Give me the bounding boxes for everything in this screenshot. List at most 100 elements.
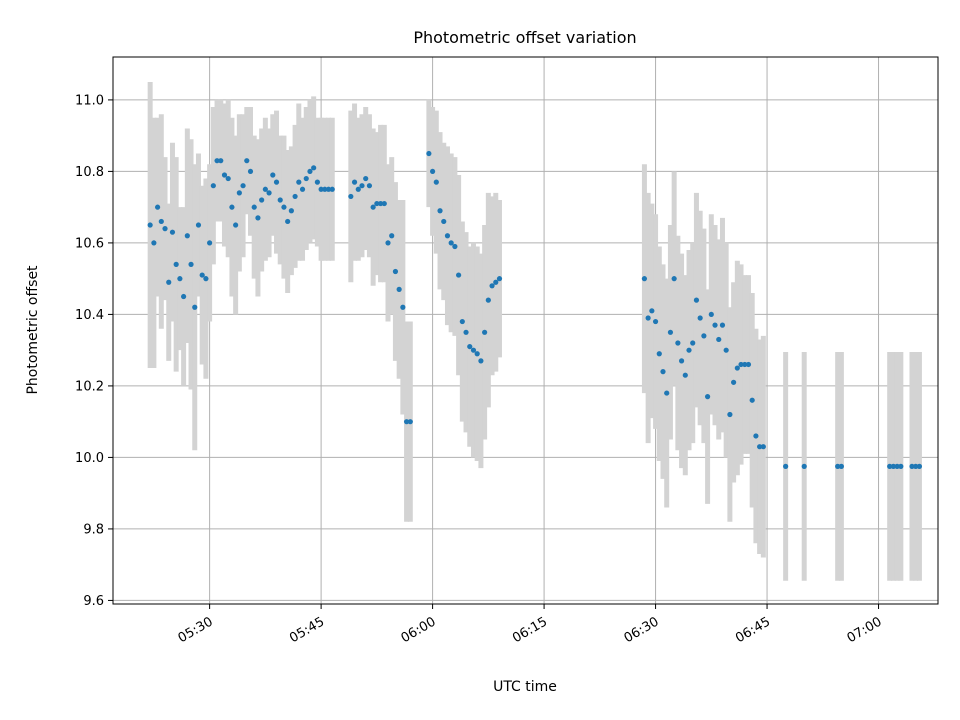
data-point <box>478 358 484 364</box>
data-point <box>693 297 700 303</box>
data-point <box>719 322 726 328</box>
data-point <box>649 308 655 314</box>
data-point <box>288 208 294 214</box>
data-point <box>753 433 759 439</box>
data-point <box>270 172 276 178</box>
y-axis: 9.6 9.8 10.0 10.2 10.4 10.6 10.8 11.0 <box>75 93 113 609</box>
data-point <box>887 463 893 469</box>
data-point <box>664 390 670 396</box>
data-point <box>229 204 235 210</box>
data-point <box>682 372 688 378</box>
y-tick-label: 10.8 <box>75 165 104 180</box>
data-point <box>909 463 915 469</box>
data-point <box>381 200 387 207</box>
data-point <box>370 204 376 210</box>
data-point <box>192 304 198 310</box>
data-point <box>482 329 488 335</box>
data-point <box>203 276 209 282</box>
data-point <box>467 343 473 350</box>
data-point <box>757 444 763 450</box>
data-point <box>195 222 202 228</box>
data-point <box>459 318 465 325</box>
data-point <box>154 204 161 210</box>
data-point <box>311 165 317 171</box>
data-point <box>444 233 451 239</box>
y-tick-label: 10.6 <box>75 236 104 251</box>
data-point <box>474 351 480 357</box>
data-point <box>225 175 231 182</box>
data-point <box>166 279 172 285</box>
data-point <box>470 347 477 353</box>
data-point <box>723 347 729 353</box>
data-point <box>734 365 740 371</box>
data-point <box>355 186 361 192</box>
data-point <box>456 272 462 278</box>
data-point <box>363 175 369 182</box>
data-point <box>359 183 365 189</box>
data-points <box>147 150 923 469</box>
data-point <box>296 179 302 185</box>
data-point <box>377 200 384 207</box>
data-point <box>745 361 752 368</box>
data-point <box>660 369 666 375</box>
data-point <box>251 204 257 210</box>
data-point <box>177 276 183 282</box>
data-point <box>645 315 651 321</box>
y-tick-label: 10.0 <box>75 451 104 466</box>
data-point <box>749 397 755 403</box>
data-point <box>366 183 373 189</box>
data-point <box>266 190 272 196</box>
data-point <box>675 340 681 346</box>
data-point <box>407 419 413 425</box>
data-point <box>783 463 789 469</box>
data-point <box>493 279 499 285</box>
data-point <box>314 179 320 185</box>
data-point <box>671 276 677 282</box>
y-tick-label: 9.8 <box>83 522 104 537</box>
data-point <box>742 361 748 368</box>
data-point <box>188 261 194 267</box>
data-point <box>158 218 164 225</box>
data-point <box>697 315 703 321</box>
data-point <box>240 183 246 189</box>
data-point <box>641 276 648 282</box>
data-point <box>322 186 328 192</box>
data-point <box>147 222 153 228</box>
data-point <box>392 268 399 275</box>
data-point <box>181 293 187 300</box>
data-point <box>236 190 242 196</box>
data-point <box>801 463 807 469</box>
data-point <box>273 179 280 185</box>
data-point <box>329 186 335 192</box>
data-point <box>162 226 168 232</box>
data-point <box>233 222 239 228</box>
data-point <box>259 197 265 203</box>
data-point <box>708 311 714 318</box>
data-point <box>716 336 722 343</box>
data-point <box>731 379 737 385</box>
data-point <box>448 240 454 246</box>
data-point <box>389 233 395 239</box>
data-point <box>210 183 216 189</box>
data-point <box>429 168 436 175</box>
data-point <box>199 272 205 278</box>
data-point <box>285 218 291 225</box>
data-point <box>169 229 176 235</box>
data-point <box>281 204 287 210</box>
data-point <box>890 463 897 469</box>
data-point <box>396 286 402 292</box>
data-point <box>244 158 250 164</box>
data-point <box>318 186 324 192</box>
data-point <box>262 186 268 192</box>
data-point <box>426 150 432 157</box>
data-point <box>678 358 685 364</box>
data-point <box>667 329 674 335</box>
data-point <box>916 463 923 469</box>
data-point <box>184 233 190 239</box>
data-point <box>441 218 447 225</box>
plot-frame <box>112 56 939 605</box>
data-point <box>214 158 220 164</box>
data-point <box>303 175 309 182</box>
data-point <box>656 351 662 357</box>
